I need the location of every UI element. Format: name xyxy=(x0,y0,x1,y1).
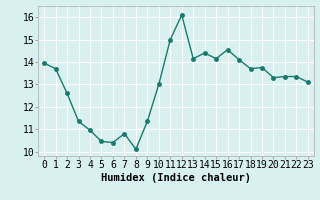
X-axis label: Humidex (Indice chaleur): Humidex (Indice chaleur) xyxy=(101,173,251,183)
